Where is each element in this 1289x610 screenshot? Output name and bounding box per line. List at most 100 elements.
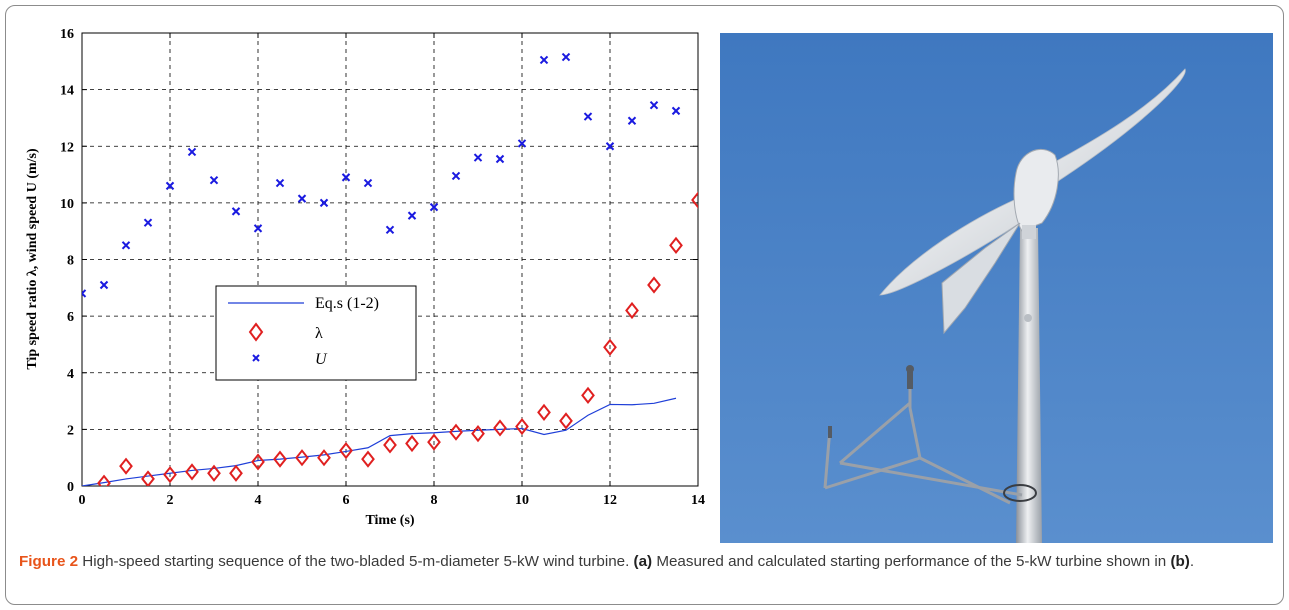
u-point bbox=[429, 202, 439, 212]
starting-performance-chart: 0 2 4 6 8 10 12 14 0 2 4 6 8 10 12 14 16 Time (s) Tip s… bbox=[25, 27, 706, 528]
y-tick-label: 4 bbox=[67, 367, 74, 382]
mast-clamp bbox=[1003, 484, 1037, 502]
legend-box bbox=[215, 285, 417, 381]
y-tick-label: 8 bbox=[67, 254, 74, 269]
u-point bbox=[627, 116, 637, 125]
lambda-point bbox=[537, 403, 551, 421]
lambda-point bbox=[625, 301, 639, 320]
lambda-point bbox=[119, 457, 133, 475]
y-tick-labels: 0 2 4 6 8 10 12 14 16 bbox=[60, 27, 74, 495]
legend-line-label: Eq.s (1-2) bbox=[315, 295, 379, 312]
u-point bbox=[297, 194, 307, 203]
turbine-yaw-collar bbox=[1022, 225, 1036, 239]
caption-text-3: . bbox=[1189, 553, 1195, 570]
lambda-point bbox=[603, 338, 617, 356]
y-tick-label: 16 bbox=[60, 27, 74, 42]
x-axis-label: Time (s) bbox=[365, 513, 414, 528]
lambda-point bbox=[691, 191, 698, 209]
u-point bbox=[319, 198, 329, 208]
legend-x-swatch bbox=[252, 354, 260, 362]
u-point bbox=[583, 112, 593, 121]
x-tick-label: 10 bbox=[515, 493, 529, 508]
u-point bbox=[473, 153, 483, 162]
lambda-point bbox=[339, 442, 353, 460]
u-point bbox=[99, 280, 109, 290]
u-point bbox=[253, 224, 263, 233]
x-tick-label: 8 bbox=[431, 493, 438, 508]
u-point bbox=[275, 178, 285, 188]
x-tick-label: 0 bbox=[79, 493, 86, 508]
lambda-point bbox=[97, 474, 111, 486]
y-tick-label: 0 bbox=[67, 480, 74, 495]
lambda-point bbox=[559, 412, 573, 430]
turbine-tail-vane bbox=[941, 222, 1021, 335]
figure-label: Figure 2 bbox=[19, 553, 79, 570]
legend-u-label: U bbox=[315, 351, 328, 368]
y-tick-label: 14 bbox=[60, 84, 74, 99]
lambda-point bbox=[273, 450, 287, 468]
caption-part-b: (b) bbox=[1170, 553, 1190, 570]
y-axis-label: Tip speed ratio λ, wind speed U (m/s) bbox=[25, 148, 40, 370]
wind-turbine-photo bbox=[720, 33, 1273, 543]
x-tick-label: 6 bbox=[343, 493, 350, 508]
caption-text-1: High-speed starting sequence of the two-… bbox=[78, 553, 634, 570]
x-tick-label: 14 bbox=[691, 493, 705, 508]
lambda-point bbox=[317, 449, 331, 467]
lambda-point bbox=[163, 466, 177, 484]
mast-bracket bbox=[1024, 314, 1032, 322]
u-point bbox=[341, 173, 351, 182]
caption-text-2: Measured and calculated starting perform… bbox=[652, 553, 1171, 570]
u-point bbox=[143, 218, 153, 227]
lambda-point bbox=[581, 386, 595, 405]
u-point bbox=[451, 171, 461, 181]
lambda-point bbox=[141, 470, 155, 486]
turbine-blade-upper bbox=[1037, 68, 1186, 186]
lambda-point bbox=[295, 449, 309, 467]
lambda-point bbox=[515, 417, 529, 436]
lambda-point bbox=[669, 236, 683, 254]
lambda-point bbox=[251, 453, 265, 471]
series-lambda-markers bbox=[97, 191, 698, 486]
axis-ticks bbox=[81, 32, 699, 487]
series-line-eqs bbox=[82, 397, 677, 486]
lambda-point bbox=[405, 434, 419, 453]
lambda-point bbox=[207, 464, 221, 482]
lambda-point bbox=[471, 425, 485, 443]
lambda-point bbox=[427, 433, 441, 451]
y-tick-label: 2 bbox=[67, 423, 74, 438]
y-tick-label: 12 bbox=[60, 140, 74, 155]
lambda-point bbox=[185, 463, 199, 481]
anemometer-cups bbox=[828, 365, 914, 438]
chart-grid bbox=[82, 33, 698, 486]
u-point bbox=[539, 55, 549, 65]
series-u-markers bbox=[82, 52, 681, 298]
x-tick-labels: 0 2 4 6 8 10 12 14 bbox=[79, 493, 706, 508]
u-point bbox=[605, 142, 615, 151]
lambda-point bbox=[449, 423, 463, 441]
u-point bbox=[407, 211, 417, 220]
turbine-nacelle bbox=[1013, 149, 1059, 232]
y-tick-label: 6 bbox=[67, 310, 74, 325]
turbine-mast bbox=[1016, 228, 1042, 543]
u-point bbox=[209, 176, 219, 185]
u-point bbox=[517, 139, 527, 148]
u-point bbox=[165, 181, 175, 191]
u-point bbox=[561, 52, 571, 62]
lambda-point bbox=[493, 419, 507, 437]
u-point bbox=[121, 241, 131, 250]
u-point bbox=[649, 100, 659, 110]
legend-diamond-swatch bbox=[248, 322, 264, 342]
turbine-blade-lower bbox=[879, 192, 1039, 296]
lambda-point bbox=[383, 436, 397, 454]
x-tick-label: 2 bbox=[167, 493, 174, 508]
lambda-point bbox=[361, 450, 375, 468]
legend-lambda-label: λ bbox=[315, 325, 323, 342]
lambda-point bbox=[647, 276, 661, 294]
lambda-point bbox=[229, 464, 243, 482]
caption-part-a: (a) bbox=[633, 553, 653, 570]
y-tick-label: 10 bbox=[60, 197, 74, 212]
x-tick-label: 12 bbox=[603, 493, 617, 508]
u-point bbox=[671, 106, 681, 116]
u-point bbox=[385, 225, 395, 234]
u-point bbox=[495, 154, 505, 164]
